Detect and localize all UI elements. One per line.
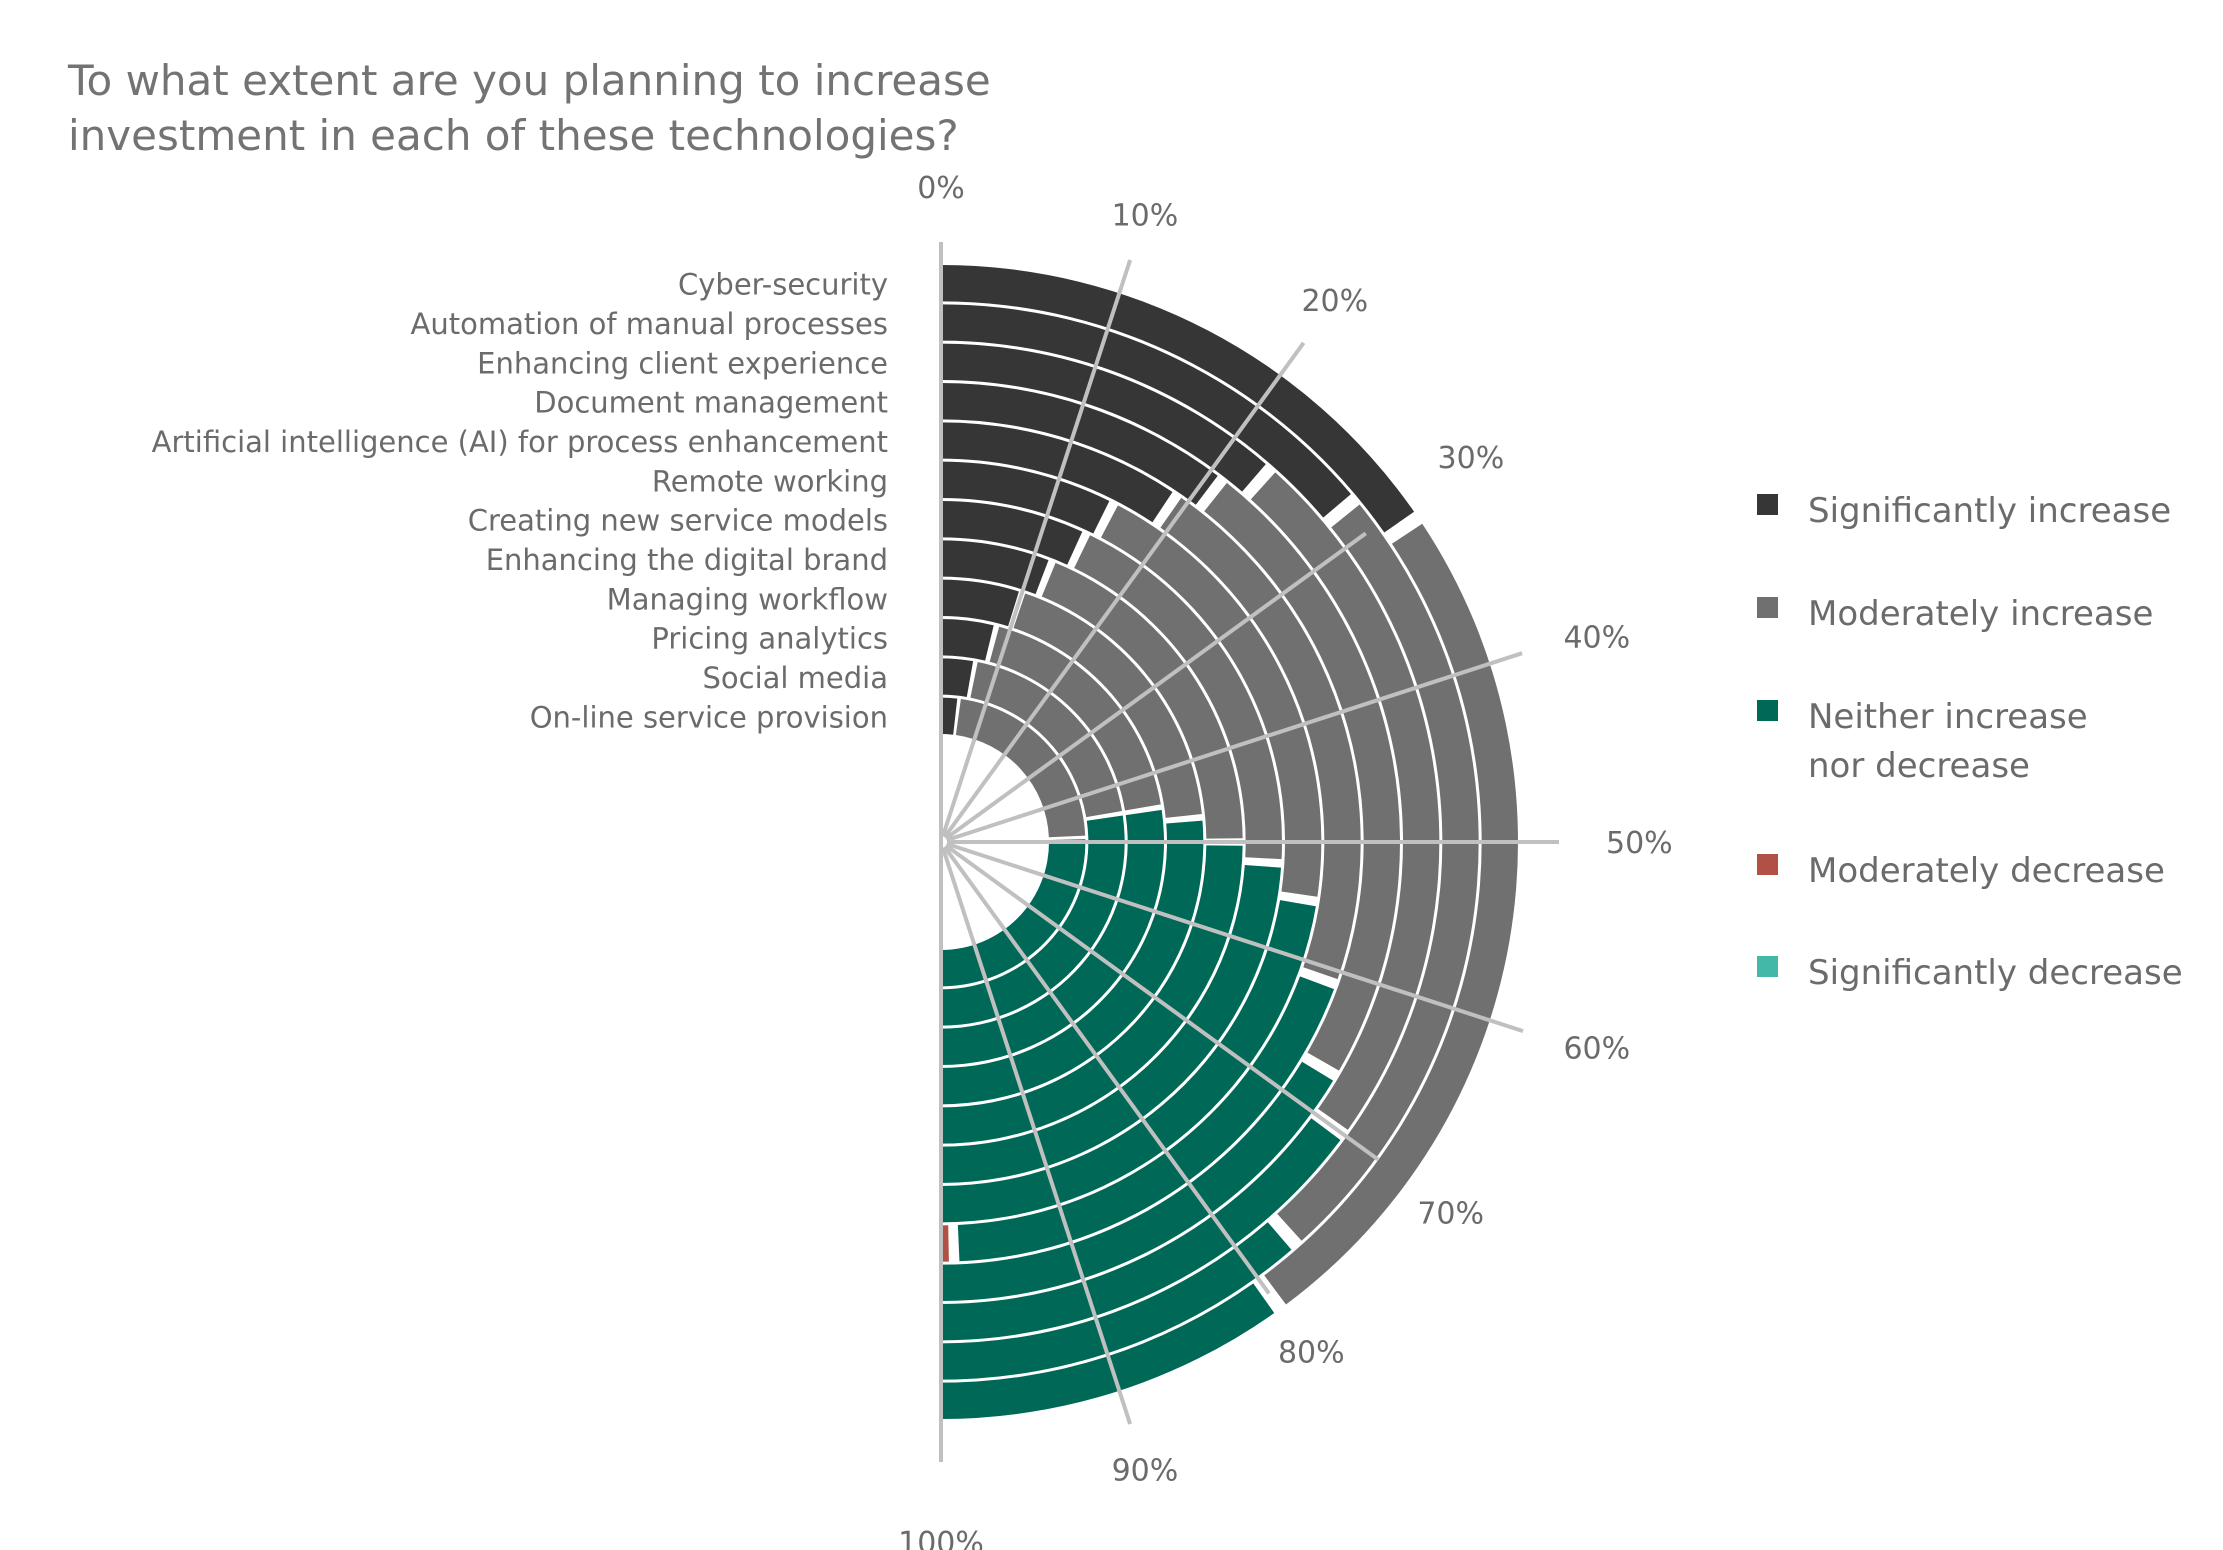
bar-segment-enhancing-the-digital-brand-significantly-increase (941, 540, 1049, 595)
category-label-cyber-security: Cyber-security (678, 268, 888, 302)
bar-segment-cyber-security-significantly-increase (941, 265, 1415, 533)
legend-swatch-moderately-decrease (1757, 854, 1778, 875)
chart-title-line-1: To what extent are you planning to incre… (67, 56, 991, 105)
bar-segment-managing-workflow-moderately-increase (1013, 593, 1202, 818)
tick-label-10pct: 10% (1112, 198, 1179, 233)
bar-segment-enhancing-the-digital-brand-moderately-increase (1041, 562, 1243, 839)
bar-segment-document-management-significantly-increase (941, 383, 1218, 505)
bar-segment-automation-of-manual-processes-moderately-increase (1277, 504, 1479, 1241)
tick-label-20pct: 20% (1301, 284, 1368, 319)
category-label-remote-working: Remote working (652, 464, 888, 498)
legend-swatch-significantly-increase (1757, 494, 1778, 515)
tick-label-50pct: 50% (1606, 826, 1673, 861)
tick-label-100pct: 100% (898, 1526, 984, 1550)
legend-label-significantly-decrease: Significantly decrease (1808, 953, 2183, 993)
category-label-managing-workflow: Managing workflow (607, 582, 888, 616)
legend-label-neither-increase-nor-decrease-line-1: Neither increase (1808, 697, 2088, 737)
legend-label-neither-increase-nor-decrease-line-2: nor decrease (1808, 746, 2030, 786)
spoke-90pct (940, 847, 1133, 1425)
bar-segment-enhancing-client-experience-neither-increase-nor-decrease (941, 1118, 1341, 1341)
category-label-social-media: Social media (702, 661, 888, 695)
spoke-20pct (942, 341, 1306, 839)
bar-segment-cyber-security-moderately-increase (1264, 523, 1518, 1305)
bar-segment-managing-workflow-neither-increase-nor-decrease (941, 820, 1204, 1105)
tick-label-80pct: 80% (1278, 1336, 1345, 1371)
chart-spokes (939, 242, 1559, 1462)
tick-label-40pct: 40% (1563, 621, 1630, 656)
spoke-40pct (946, 651, 1523, 843)
bar-segment-on-line-service-provision-significantly-increase (941, 697, 958, 735)
legend-swatch-significantly-decrease (1757, 956, 1778, 977)
category-label-automation-of-manual-processes: Automation of manual processes (410, 307, 888, 341)
spoke-70pct (944, 843, 1380, 1162)
spoke-10pct (940, 259, 1133, 837)
category-label-creating-new-service-models: Creating new service models (468, 504, 888, 538)
bar-segment-creating-new-service-models-significantly-increase (941, 501, 1083, 565)
legend-swatch-neither-increase-nor-decrease (1757, 700, 1778, 721)
bar-segment-social-media-moderately-increase (970, 662, 1123, 818)
bar-segment-social-media-neither-increase-nor-decrease (941, 815, 1125, 1026)
legend-label-moderately-decrease: Moderately decrease (1808, 851, 2165, 891)
bar-segment-on-line-service-provision-moderately-increase (955, 699, 1086, 838)
category-label-artificial-intelligence-ai-for-process-enhancement: Artificial intelligence (AI) for process… (152, 425, 888, 459)
legend-label-moderately-increase: Moderately increase (1808, 594, 2153, 634)
category-label-on-line-service-provision: On-line service provision (530, 700, 888, 734)
chart-title-line-2: investment in each of these technologies… (68, 111, 959, 160)
bar-segment-artificial-intelligence-ai-for-process-enhancement-neither-increase-nor-decrease (957, 976, 1335, 1262)
bar-segment-social-media-significantly-increase (941, 658, 974, 697)
legend-swatch-moderately-increase (1757, 597, 1778, 618)
bar-segment-automation-of-manual-processes-neither-increase-nor-decrease (941, 1222, 1292, 1380)
bar-segment-enhancing-client-experience-significantly-increase (941, 343, 1266, 492)
bar-segment-cyber-security-neither-increase-nor-decrease (941, 1283, 1275, 1419)
legend-label-significantly-increase: Significantly increase (1808, 491, 2171, 531)
bar-segment-artificial-intelligence-ai-for-process-enhancement-significantly-increase (941, 422, 1173, 523)
tick-label-70pct: 70% (1417, 1196, 1484, 1231)
chart-title: To what extent are you planning to incre… (67, 56, 991, 160)
bar-segment-creating-new-service-models-neither-increase-nor-decrease (941, 864, 1282, 1183)
bar-segment-pricing-analytics-neither-increase-nor-decrease (941, 809, 1164, 1065)
spoke-80pct (942, 845, 1271, 1295)
bar-segment-pricing-analytics-moderately-increase (989, 626, 1161, 811)
category-label-enhancing-client-experience: Enhancing client experience (477, 346, 888, 380)
bar-segment-managing-workflow-significantly-increase (941, 579, 1019, 627)
tick-label-90pct: 90% (1112, 1454, 1179, 1489)
bar-segment-document-management-neither-increase-nor-decrease (941, 1061, 1334, 1301)
tick-label-30pct: 30% (1438, 441, 1505, 476)
bar-segment-document-management-moderately-increase (1204, 482, 1400, 1071)
spoke-60pct (946, 841, 1524, 1034)
bar-segment-artificial-intelligence-ai-for-process-enhancement-moderately-increase (1160, 497, 1361, 980)
bar-segment-enhancing-client-experience-moderately-increase (1250, 472, 1440, 1130)
chart-tick-labels: 0% 10% 20% 30% 40% 50% 60% 70% 80% 90% 100% (898, 171, 1673, 1550)
bar-segment-remote-working-moderately-increase (1101, 505, 1322, 897)
category-label-document-management: Document management (534, 386, 888, 420)
tick-label-0pct: 0% (917, 171, 965, 206)
bar-segment-creating-new-service-models-moderately-increase (1074, 535, 1282, 860)
spoke-30pct (944, 531, 1367, 841)
bar-segment-pricing-analytics-significantly-increase (941, 619, 994, 661)
bar-segment-automation-of-manual-processes-significantly-increase (941, 304, 1351, 518)
tick-label-60pct: 60% (1563, 1031, 1630, 1066)
category-labels: Cyber-security Automation of manual proce… (152, 268, 888, 735)
bar-segment-enhancing-the-digital-brand-neither-increase-nor-decrease (941, 845, 1243, 1144)
category-label-enhancing-the-digital-brand: Enhancing the digital brand (486, 543, 888, 577)
bar-segment-remote-working-significantly-increase (941, 461, 1110, 534)
chart-legend: Significantly increase Moderately increas… (1757, 491, 2183, 993)
category-label-pricing-analytics: Pricing analytics (651, 622, 888, 656)
